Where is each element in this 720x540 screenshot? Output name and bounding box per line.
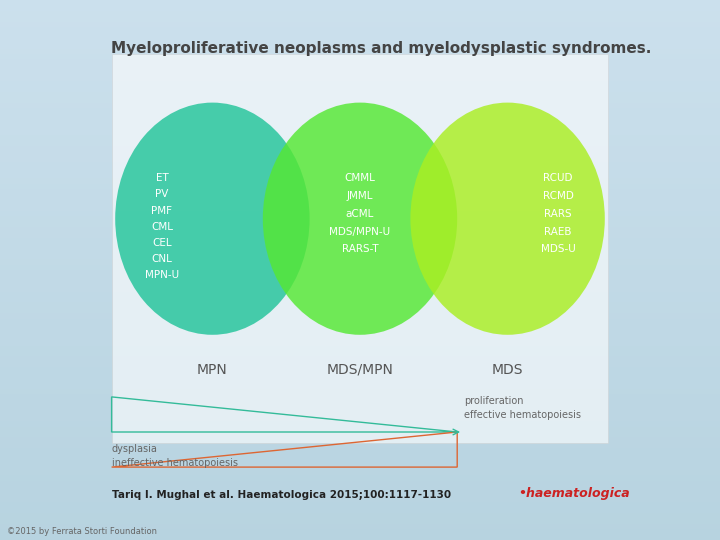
Ellipse shape bbox=[410, 103, 605, 335]
Text: MDS/MPN-U: MDS/MPN-U bbox=[330, 227, 390, 237]
Ellipse shape bbox=[263, 103, 457, 335]
Text: CNL: CNL bbox=[152, 254, 172, 264]
FancyBboxPatch shape bbox=[112, 54, 608, 443]
Ellipse shape bbox=[115, 103, 310, 335]
Text: RCMD: RCMD bbox=[543, 191, 573, 201]
Text: MPN: MPN bbox=[197, 363, 228, 377]
Text: Tariq I. Mughal et al. Haematologica 2015;100:1117-1130: Tariq I. Mughal et al. Haematologica 201… bbox=[112, 489, 451, 500]
Text: •haematologica: •haematologica bbox=[518, 487, 630, 500]
Text: PMF: PMF bbox=[151, 206, 173, 215]
Text: RCUD: RCUD bbox=[544, 173, 572, 183]
Text: MPN-U: MPN-U bbox=[145, 271, 179, 280]
Text: Myeloproliferative neoplasms and myelodysplastic syndromes.: Myeloproliferative neoplasms and myelody… bbox=[112, 40, 652, 56]
Text: proliferation
effective hematopoiesis: proliferation effective hematopoiesis bbox=[464, 396, 582, 420]
Text: MDS/MPN: MDS/MPN bbox=[327, 363, 393, 377]
Text: CMML: CMML bbox=[345, 173, 375, 183]
Text: JMML: JMML bbox=[347, 191, 373, 201]
Text: PV: PV bbox=[156, 190, 168, 199]
Text: CML: CML bbox=[151, 222, 173, 232]
Text: ©2015 by Ferrata Storti Foundation: ©2015 by Ferrata Storti Foundation bbox=[7, 526, 157, 536]
Text: ET: ET bbox=[156, 173, 168, 183]
Text: RARS-T: RARS-T bbox=[342, 245, 378, 254]
Text: MDS-U: MDS-U bbox=[541, 245, 575, 254]
Text: aCML: aCML bbox=[346, 209, 374, 219]
Text: RARS: RARS bbox=[544, 209, 572, 219]
Text: CEL: CEL bbox=[152, 238, 172, 248]
Text: RAEB: RAEB bbox=[544, 227, 572, 237]
Text: dysplasia
ineffective hematopoiesis: dysplasia ineffective hematopoiesis bbox=[112, 444, 238, 468]
Text: MDS: MDS bbox=[492, 363, 523, 377]
